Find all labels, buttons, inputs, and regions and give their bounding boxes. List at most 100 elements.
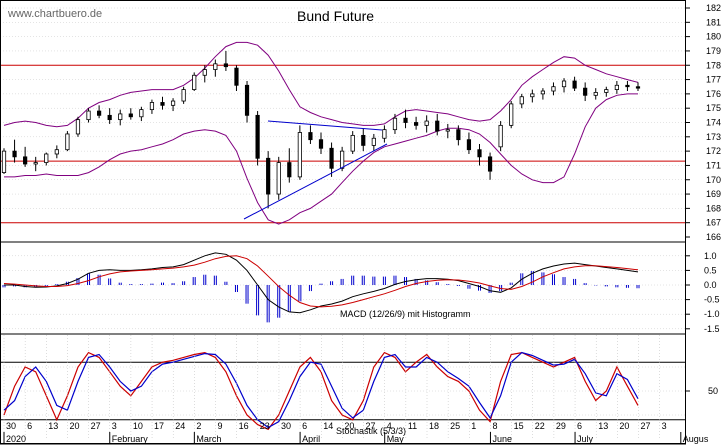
price-ytick-label: 171 bbox=[706, 160, 721, 170]
x-tick-label: 13 bbox=[598, 421, 608, 431]
price-ytick-label: 179 bbox=[706, 46, 721, 56]
candle-body bbox=[551, 86, 556, 92]
price-ytick-label: 174 bbox=[706, 118, 721, 128]
candle-body bbox=[604, 89, 609, 93]
chart-title: Bund Future bbox=[297, 8, 374, 24]
macd-ytick-label: 1.0 bbox=[704, 251, 717, 261]
month-label: April bbox=[302, 434, 320, 444]
x-tick-label: 17 bbox=[154, 421, 164, 431]
stochastic-ytick-label: 50 bbox=[708, 386, 718, 396]
candle-body bbox=[234, 67, 239, 86]
stochastic-label: Stochastik (5/3/3) bbox=[336, 426, 406, 436]
candle-body bbox=[86, 110, 91, 121]
candle-body bbox=[635, 86, 641, 89]
candle-body bbox=[530, 93, 535, 98]
x-tick-label: 11 bbox=[408, 421, 417, 431]
upper-band-line bbox=[3, 41, 639, 128]
x-tick-label: 30 bbox=[6, 421, 16, 431]
candle-body bbox=[329, 147, 334, 169]
candle-body bbox=[266, 157, 271, 195]
candle-body bbox=[413, 122, 419, 126]
x-tick-label: 20 bbox=[69, 421, 79, 431]
x-tick-label: 13 bbox=[48, 421, 58, 431]
candle-body bbox=[65, 133, 70, 151]
x-tick-label: 15 bbox=[514, 421, 524, 431]
candle-body bbox=[572, 80, 577, 89]
candle-body bbox=[593, 92, 598, 96]
candle-body bbox=[12, 150, 17, 158]
x-tick-label: 20 bbox=[619, 421, 629, 431]
x-tick-label: 6 bbox=[577, 421, 582, 431]
candle-body bbox=[276, 162, 281, 195]
x-tick-label: 16 bbox=[239, 421, 249, 431]
candle-body bbox=[540, 90, 546, 95]
candle-body bbox=[223, 63, 228, 68]
x-tick-label: 2 bbox=[196, 421, 201, 431]
stochastic-d-line bbox=[3, 351, 639, 429]
candle-body bbox=[33, 162, 38, 165]
candle-body bbox=[128, 113, 133, 118]
x-tick-label: 14 bbox=[323, 421, 333, 431]
candle-body bbox=[160, 102, 165, 106]
price-ytick-label: 168 bbox=[706, 203, 721, 213]
candle-body bbox=[149, 102, 155, 111]
price-ytick-label: 177 bbox=[706, 75, 721, 85]
price-ytick-label: 172 bbox=[706, 146, 721, 156]
month-label: June bbox=[492, 434, 512, 444]
x-tick-label: 25 bbox=[450, 421, 460, 431]
candle-body bbox=[350, 134, 355, 152]
candle-body bbox=[192, 74, 197, 90]
x-tick-label: 27 bbox=[641, 421, 651, 431]
candle-body bbox=[625, 84, 630, 88]
macd-label: MACD (12/26/9) mit Histogramm bbox=[340, 309, 471, 319]
candle-body bbox=[213, 63, 218, 70]
x-tick-label: 6 bbox=[302, 421, 307, 431]
trendline-resistance bbox=[267, 120, 383, 131]
month-label: March bbox=[196, 434, 221, 444]
x-tick-label: 10 bbox=[133, 421, 143, 431]
x-tick-label: 22 bbox=[535, 421, 545, 431]
month-label: 2020 bbox=[6, 434, 26, 444]
candle-body bbox=[75, 119, 81, 135]
macd-signal-line bbox=[3, 255, 639, 308]
candle-body bbox=[509, 103, 514, 126]
candle-body bbox=[170, 100, 176, 106]
candle-body bbox=[181, 89, 186, 102]
candle-body bbox=[23, 156, 28, 165]
x-tick-label: 3 bbox=[662, 421, 667, 431]
watermark: www.chartbuero.de bbox=[7, 8, 102, 20]
candle-body bbox=[340, 150, 345, 169]
candle-body bbox=[297, 132, 302, 178]
candle-body bbox=[382, 129, 387, 139]
price-ytick-label: 169 bbox=[706, 189, 721, 199]
price-ytick-label: 181 bbox=[706, 17, 721, 27]
x-tick-label: 18 bbox=[429, 421, 439, 431]
x-tick-label: 29 bbox=[556, 421, 566, 431]
candle-body bbox=[97, 110, 102, 116]
x-tick-label: 30 bbox=[281, 421, 291, 431]
candle-body bbox=[392, 117, 398, 131]
candle-body bbox=[583, 87, 588, 96]
candle-body bbox=[371, 137, 376, 146]
candle-body bbox=[498, 124, 503, 148]
x-tick-label: 4 bbox=[387, 421, 392, 431]
price-ytick-label: 182 bbox=[706, 3, 721, 13]
price-ytick-label: 170 bbox=[706, 175, 721, 185]
price-ytick-label: 166 bbox=[706, 232, 721, 242]
macd-ytick-label: -0.5 bbox=[704, 295, 720, 305]
candle-body bbox=[456, 129, 461, 141]
x-tick-label: 27 bbox=[366, 421, 376, 431]
candle-body bbox=[614, 84, 619, 90]
candle-body bbox=[44, 153, 49, 163]
month-label: Augus bbox=[683, 434, 709, 444]
macd-panel: MACD (12/26/9) mit Histogramm 1.0 0.5 0.0 -… bbox=[0, 251, 720, 334]
x-axis: 30 6 13 20 27 3 10 17 24 2 9 16 23 30 6 14 20 27 4 11 18 25 1 8… bbox=[3, 335, 709, 444]
candle-body bbox=[318, 139, 324, 149]
month-label: May bbox=[387, 434, 405, 444]
candle-body bbox=[202, 69, 207, 76]
x-tick-label: 1 bbox=[471, 421, 476, 431]
candle-body bbox=[255, 114, 260, 159]
macd-ytick-label: -1.5 bbox=[704, 324, 720, 334]
x-tick-label: 6 bbox=[27, 421, 32, 431]
candle-body bbox=[477, 149, 482, 158]
